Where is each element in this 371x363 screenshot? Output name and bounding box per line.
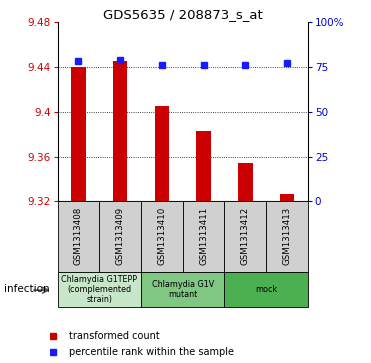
Bar xyxy=(58,272,141,307)
Text: GSM1313409: GSM1313409 xyxy=(116,207,125,265)
Bar xyxy=(71,67,86,201)
Bar xyxy=(113,61,127,201)
Bar xyxy=(196,131,211,201)
Text: transformed count: transformed count xyxy=(69,331,160,341)
Text: mock: mock xyxy=(255,285,277,294)
Bar xyxy=(224,201,266,272)
Bar xyxy=(99,201,141,272)
Text: GSM1313413: GSM1313413 xyxy=(283,206,292,265)
Text: Chlamydia G1V
mutant: Chlamydia G1V mutant xyxy=(152,280,214,299)
Bar xyxy=(183,201,224,272)
Bar xyxy=(155,106,169,201)
Bar xyxy=(280,193,294,201)
Text: GSM1313408: GSM1313408 xyxy=(74,206,83,265)
Text: GSM1313410: GSM1313410 xyxy=(157,206,166,265)
Bar xyxy=(141,201,183,272)
Text: infection: infection xyxy=(4,285,49,294)
Text: percentile rank within the sample: percentile rank within the sample xyxy=(69,347,234,357)
Bar xyxy=(141,272,224,307)
Bar xyxy=(266,201,308,272)
Bar xyxy=(238,163,253,201)
Title: GDS5635 / 208873_s_at: GDS5635 / 208873_s_at xyxy=(103,8,263,21)
Text: GSM1313411: GSM1313411 xyxy=(199,206,208,265)
Bar xyxy=(58,201,99,272)
Bar xyxy=(224,272,308,307)
Text: Chlamydia G1TEPP
(complemented
strain): Chlamydia G1TEPP (complemented strain) xyxy=(61,274,137,305)
Text: GSM1313412: GSM1313412 xyxy=(241,206,250,265)
